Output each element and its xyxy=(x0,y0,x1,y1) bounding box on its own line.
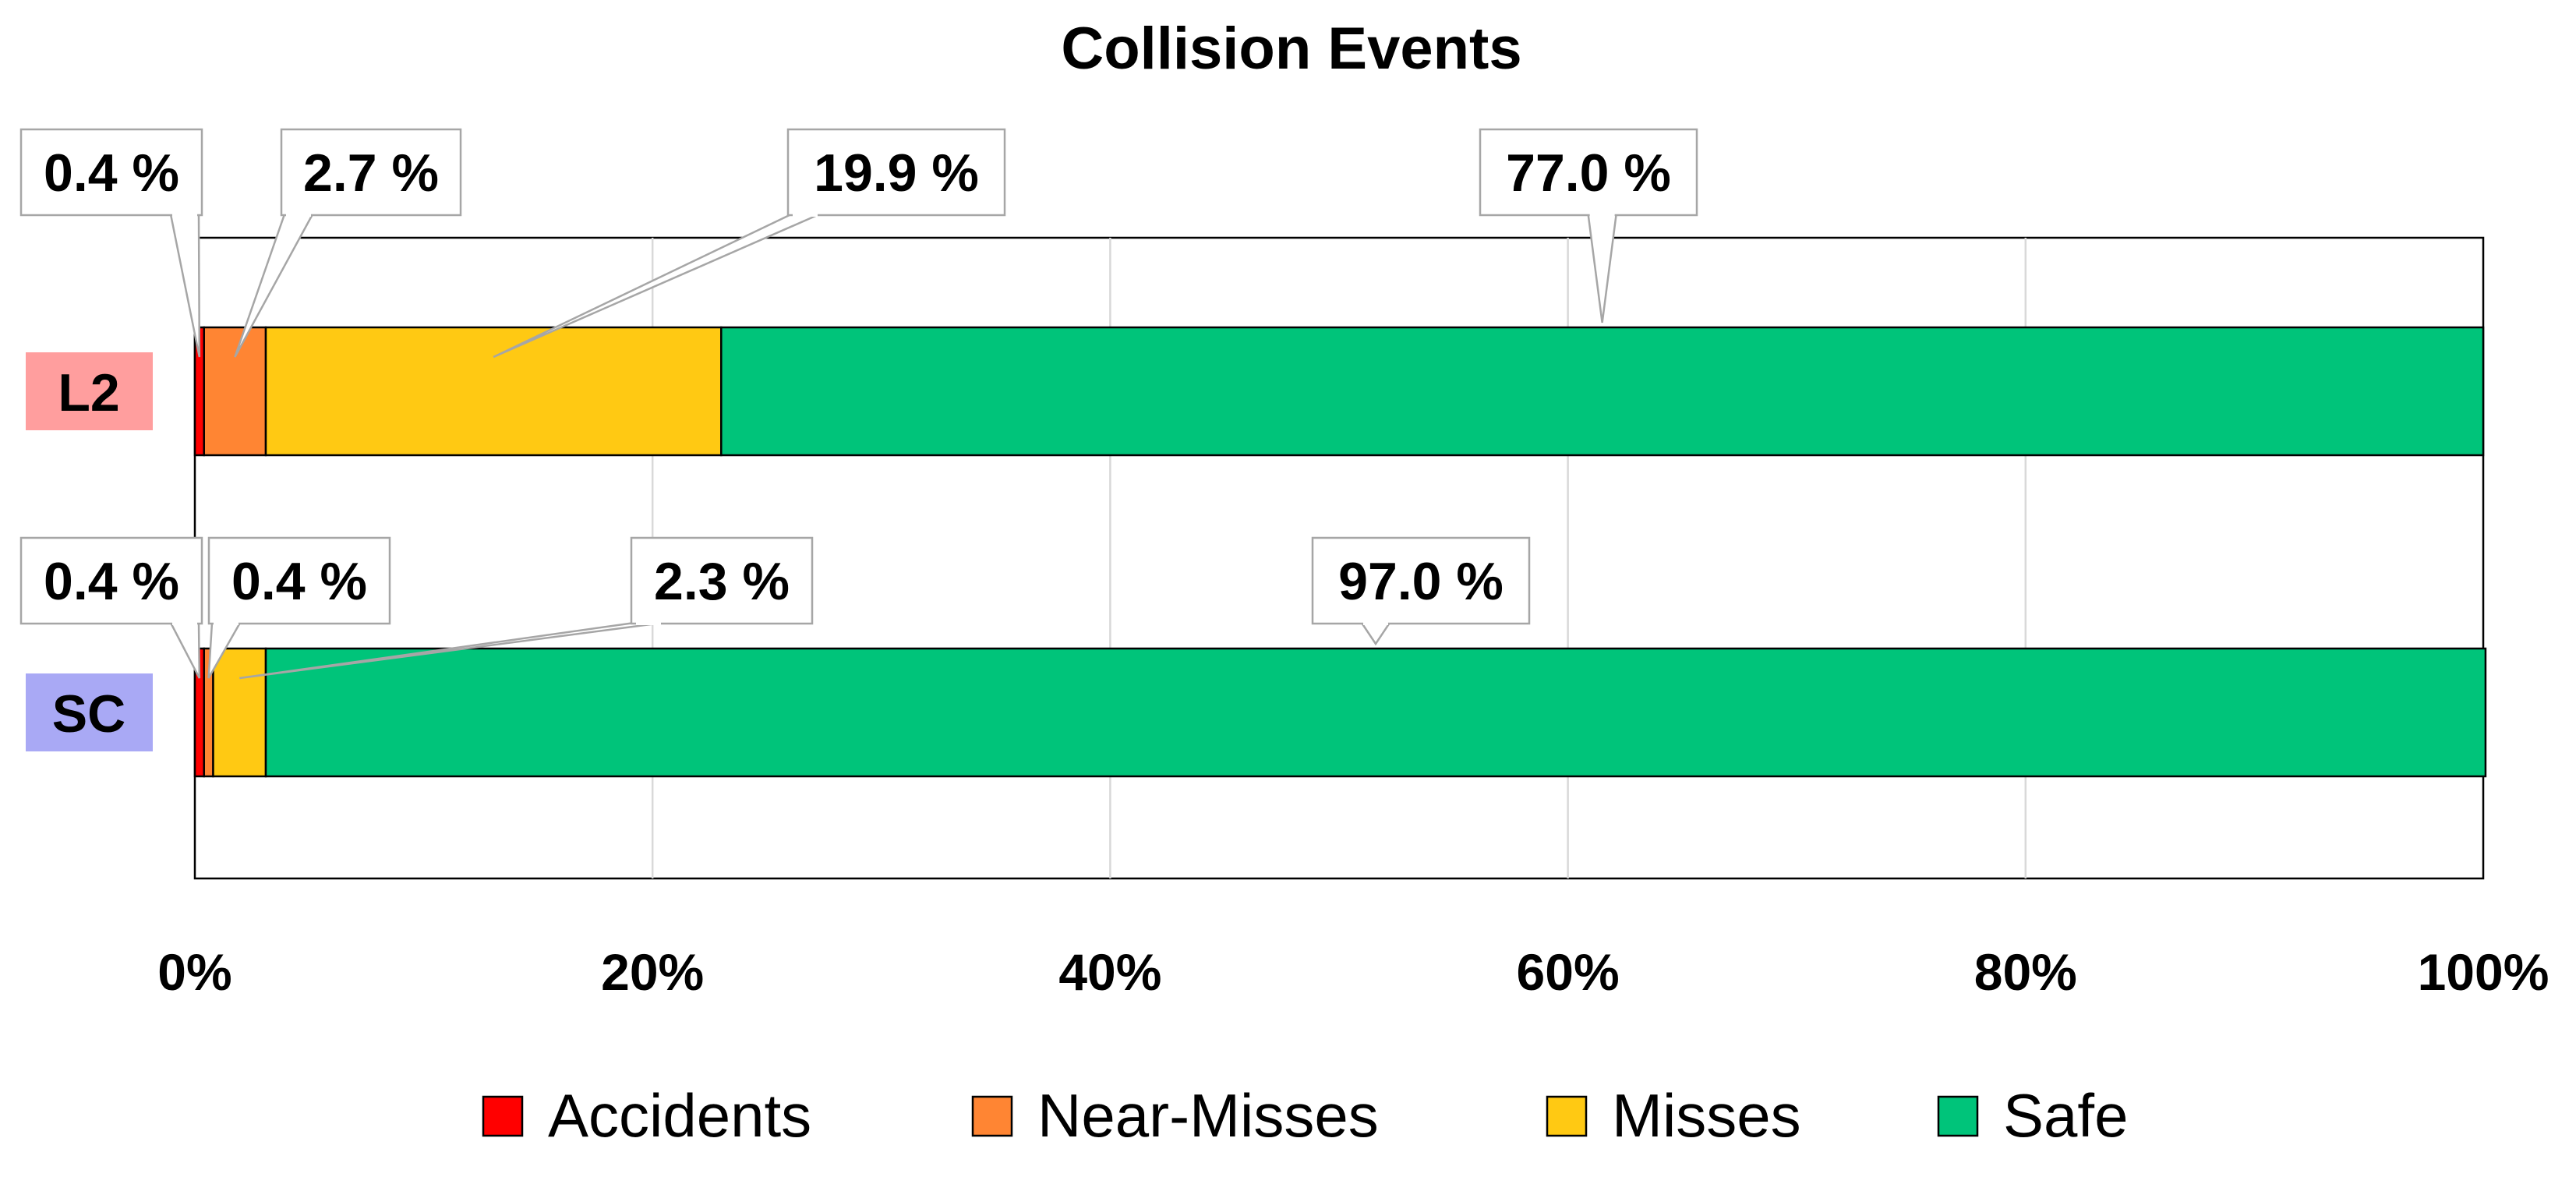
callout-box xyxy=(280,128,462,217)
legend-label: Near-Misses xyxy=(1037,1081,1379,1150)
data-label-callout: 0.4 % xyxy=(19,128,203,358)
legend-label: Accidents xyxy=(548,1081,811,1150)
bar-l2-near-misses xyxy=(203,326,267,457)
data-label: 19.9 % xyxy=(814,143,979,203)
x-tick-label: 20% xyxy=(601,943,704,1001)
legend-label: Misses xyxy=(1612,1081,1801,1150)
data-label: 2.3 % xyxy=(654,552,790,611)
callout-box xyxy=(786,128,1006,217)
data-label-callout: 97.0 % xyxy=(1311,536,1531,646)
data-label: 0.4 % xyxy=(231,552,367,611)
callout-box xyxy=(207,536,391,625)
legend-swatch xyxy=(971,1095,1013,1137)
callout-box xyxy=(1479,128,1698,217)
data-label-callout: 0.4 % xyxy=(19,536,203,679)
callout-box xyxy=(19,128,203,217)
bar-l2-safe xyxy=(720,326,2485,457)
callout-box xyxy=(19,536,203,625)
data-label: 77.0 % xyxy=(1506,143,1671,203)
data-label: 97.0 % xyxy=(1338,552,1504,611)
category-label: SC xyxy=(52,684,125,744)
callout-pointer xyxy=(168,621,201,679)
data-label-callout: 19.9 % xyxy=(493,128,1006,359)
chart-title: Collision Events xyxy=(1061,16,1521,82)
x-tick-label: 60% xyxy=(1517,943,1620,1001)
legend-swatch xyxy=(1937,1095,1979,1137)
data-label: 0.4 % xyxy=(44,552,179,611)
category-label-box xyxy=(26,352,153,430)
bar-sc-misses xyxy=(212,647,267,778)
callout-pointer xyxy=(169,213,201,358)
data-label-callout: 2.3 % xyxy=(239,536,814,680)
data-label: 2.7 % xyxy=(303,143,439,203)
legend-swatch xyxy=(482,1095,524,1137)
callout-box xyxy=(630,536,814,625)
bar-l2-misses xyxy=(264,326,723,457)
bar-sc-safe xyxy=(264,647,2487,778)
x-tick-label: 80% xyxy=(1974,943,2077,1001)
legend-label: Safe xyxy=(2003,1081,2128,1150)
data-label-callout: 0.4 % xyxy=(207,536,391,679)
x-tick-label: 100% xyxy=(2418,943,2549,1001)
legend-swatch xyxy=(1546,1095,1588,1137)
category-label: L2 xyxy=(58,363,119,422)
data-label-callout: 2.7 % xyxy=(234,128,462,358)
data-label: 0.4 % xyxy=(44,143,179,203)
x-tick-label: 0% xyxy=(157,943,231,1001)
x-tick-label: 40% xyxy=(1058,943,1161,1001)
callout-box xyxy=(1311,536,1531,625)
category-label-box xyxy=(26,673,153,751)
data-label-callout: 77.0 % xyxy=(1479,128,1698,323)
